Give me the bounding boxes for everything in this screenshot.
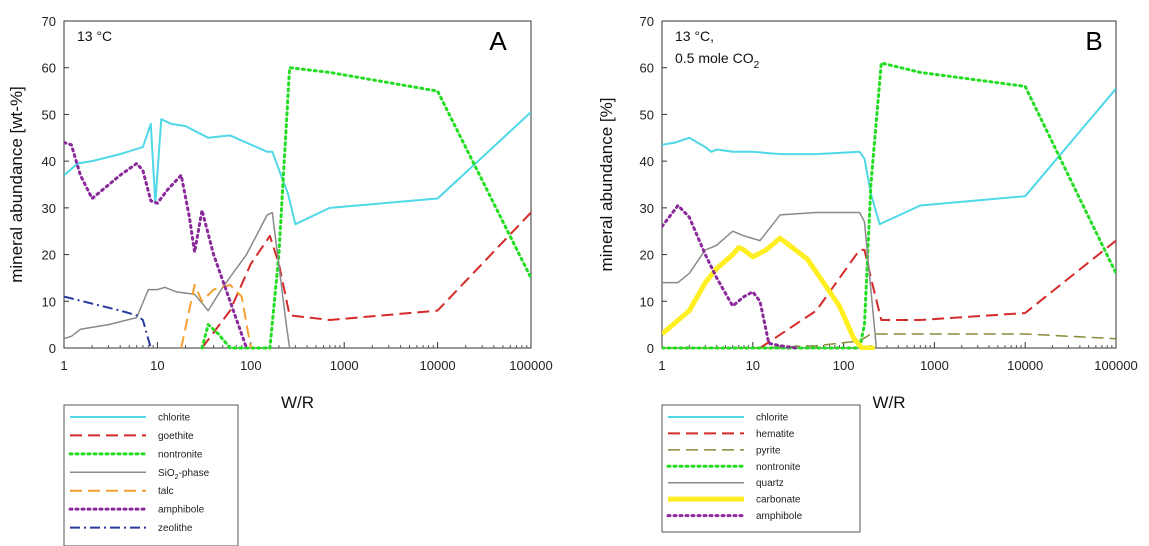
- y-tick-label: 10: [42, 294, 56, 309]
- legend: chlorite hematite pyrite nontronite quartz ca…: [661, 404, 861, 533]
- plot-frame: [63, 20, 532, 349]
- chart-panel-B: 0 10 20 30 40 50 60 70 1 10 100 1000 10000 100000 W/R m…: [597, 14, 1138, 533]
- legend-entry: pyrite: [756, 445, 781, 456]
- legend-entry: amphibole: [158, 505, 205, 516]
- series-line-nontronite: [200, 66, 531, 350]
- y-tick-label: 20: [640, 248, 654, 263]
- condition-annotation-co2: 0.5 mole CO2: [675, 50, 760, 71]
- condition-annotation: 13 °C,: [675, 28, 714, 44]
- legend: chlorite goethite nontronite SiO2-phase talc…: [63, 404, 239, 546]
- legend-entry: nontronite: [158, 449, 203, 460]
- legend-box: [63, 404, 239, 546]
- series-line-sio-phase: [64, 211, 291, 349]
- x-tick-label: 100: [240, 358, 262, 373]
- legend-entry: quartz: [756, 478, 784, 489]
- legend-entry: hematite: [756, 429, 795, 440]
- legend-entry: chlorite: [756, 413, 789, 424]
- series-group: [64, 66, 531, 350]
- legend-entry: chlorite: [158, 413, 191, 424]
- y-tick-label: 0: [647, 341, 654, 356]
- chart-panel-A: 0 10 20 30 40 50 60 70 1 10 100 1000 10000 100000 W/R m…: [7, 14, 553, 546]
- y-tick-label: 70: [640, 14, 654, 29]
- series-line-carbonate: [662, 235, 875, 350]
- x-tick-label: 1: [658, 358, 665, 373]
- y-tick-label: 10: [640, 294, 654, 309]
- x-tick-label: 10000: [420, 358, 456, 373]
- y-tick-label: 40: [42, 154, 56, 169]
- series-line-pyrite: [662, 333, 1116, 349]
- series-line-hematite: [759, 239, 1116, 349]
- x-axis-label: W/R: [872, 393, 905, 412]
- y-tick-label: 40: [640, 154, 654, 169]
- legend-entry: nontronite: [756, 462, 801, 473]
- series-line-goethite: [201, 211, 531, 349]
- y-tick-label: 20: [42, 248, 56, 263]
- x-tick-label: 100000: [509, 358, 552, 373]
- legend-entry: SiO2-phase: [158, 468, 210, 481]
- series-line-zeolithe: [64, 295, 152, 349]
- x-axis-label: W/R: [281, 393, 314, 412]
- x-tick-label: 10: [746, 358, 760, 373]
- series-line-talc: [180, 283, 252, 349]
- x-tick-label: 1000: [920, 358, 949, 373]
- y-tick-label: 50: [42, 107, 56, 122]
- x-tick-label: 1: [60, 358, 67, 373]
- y-tick-label: 60: [42, 61, 56, 76]
- y-axis-label: mineral abundance [%]: [597, 98, 616, 272]
- y-tick-label: 0: [49, 341, 56, 356]
- legend-entry: talc: [158, 486, 174, 497]
- y-tick-label: 70: [42, 14, 56, 29]
- series-line-amphibole: [662, 204, 798, 350]
- y-axis-label: mineral abundance [wt-%]: [7, 86, 26, 283]
- series-line-amphibole: [64, 141, 248, 350]
- series-line-nontronite: [662, 61, 1116, 350]
- panel-label: A: [489, 26, 507, 56]
- legend-box: [661, 404, 861, 533]
- plot-frame: [661, 20, 1117, 349]
- y-tick-label: 30: [42, 201, 56, 216]
- series-line-quartz: [662, 211, 878, 349]
- x-tick-label: 1000: [330, 358, 359, 373]
- x-tick-label: 10: [150, 358, 164, 373]
- series-line-chlorite: [662, 88, 1116, 226]
- legend-entry: amphibole: [756, 511, 803, 522]
- legend-entry: zeolithe: [158, 523, 193, 534]
- y-tick-label: 60: [640, 61, 654, 76]
- legend-entry: goethite: [158, 431, 194, 442]
- condition-annotation: 13 °C: [77, 28, 112, 44]
- x-tick-label: 10000: [1007, 358, 1043, 373]
- x-tick-label: 100000: [1094, 358, 1137, 373]
- y-tick-label: 50: [640, 107, 654, 122]
- legend-entry: carbonate: [756, 495, 801, 506]
- panel-label: B: [1085, 26, 1102, 56]
- y-tick-label: 30: [640, 201, 654, 216]
- x-tick-label: 100: [833, 358, 855, 373]
- series-group: [662, 61, 1116, 350]
- series-line-chlorite: [64, 111, 531, 226]
